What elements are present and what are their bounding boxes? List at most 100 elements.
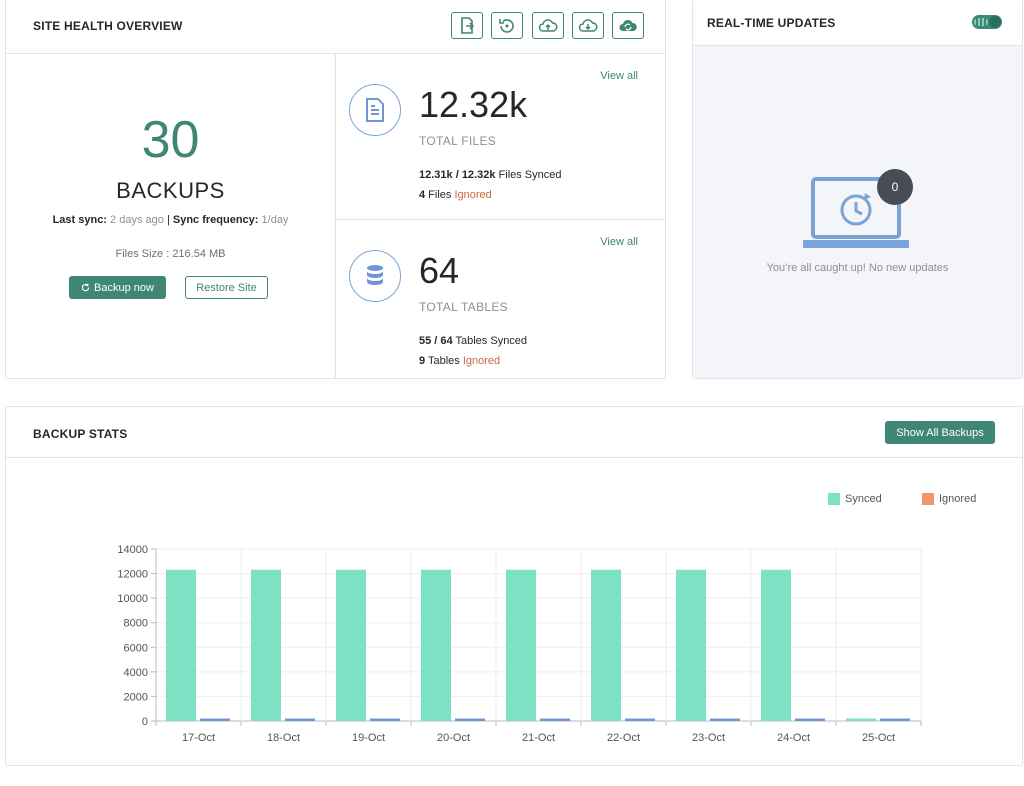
sync-frequency-label: Sync frequency: <box>172 214 259 226</box>
bar-synced <box>336 569 366 721</box>
files-ignored: 4 Files Ignored <box>419 189 492 201</box>
files-ignored-prefix: Files <box>425 189 455 201</box>
bar-ignored <box>370 718 400 721</box>
bar-ignored <box>540 718 570 721</box>
bar-ignored <box>625 718 655 721</box>
bar-synced <box>761 569 791 721</box>
site-health-title: SITE HEALTH OVERVIEW <box>33 19 183 33</box>
bar-synced <box>846 718 876 721</box>
no-updates-message: You’re all caught up! No new updates <box>766 262 949 274</box>
tables-stat: View all 64 TOTAL TABLES 55 / 64 Tables … <box>336 220 665 378</box>
backups-summary: 30 BACKUPS Last sync: 2 days ago | Sync … <box>6 54 336 378</box>
document-icon <box>366 98 384 122</box>
bar-synced <box>506 569 536 721</box>
files-icon-circle <box>349 84 401 136</box>
bar-ignored <box>710 718 740 721</box>
backup-now-label: Backup now <box>94 281 154 294</box>
bar-ignored <box>200 718 230 721</box>
y-tick-label: 12000 <box>117 569 148 581</box>
backup-label: BACKUPS <box>116 178 225 203</box>
bar-ignored <box>455 718 485 721</box>
backup-stats-card: BACKUP STATS Show All Backups Synced Ign… <box>5 406 1023 766</box>
refresh-icon <box>81 283 90 292</box>
files-synced-count: 12.31k / 12.32k <box>419 169 496 181</box>
toggle-knob <box>989 16 1001 28</box>
updates-count-badge: 0 <box>877 169 913 205</box>
backup-stats-header: BACKUP STATS Show All Backups <box>6 407 1022 458</box>
legend-ignored-label: Ignored <box>939 493 977 505</box>
x-tick-label: 25-Oct <box>862 732 895 744</box>
bar-synced <box>166 569 196 721</box>
backup-stats-chart: 0 2000 4000 6000 8000 10000 12000 14000 17-Oct 18… <box>117 544 922 744</box>
files-synced: 12.31k / 12.32k Files Synced <box>419 169 562 181</box>
bar-synced <box>251 569 281 721</box>
total-tables-label: TOTAL TABLES <box>419 300 508 314</box>
files-size: Files Size : 216.54 MB <box>115 248 226 260</box>
export-file-button[interactable] <box>451 12 483 39</box>
bar-synced <box>591 569 621 721</box>
cloud-sync-button[interactable] <box>612 12 644 39</box>
realtime-title: REAL-TIME UPDATES <box>707 16 836 30</box>
x-tick-label: 22-Oct <box>607 732 640 744</box>
cloud-sync-icon <box>619 19 637 31</box>
cloud-upload-icon <box>538 18 558 32</box>
bar-ignored <box>285 718 315 721</box>
backup-count: 30 <box>141 111 200 169</box>
restore-history-icon <box>499 18 514 33</box>
restore-site-button[interactable]: Restore Site <box>185 276 268 299</box>
y-tick-label: 10000 <box>117 593 148 605</box>
sync-info: Last sync: 2 days ago | Sync frequency: … <box>6 214 335 226</box>
laptop-sync-icon <box>803 177 909 248</box>
realtime-header: REAL-TIME UPDATES <box>693 0 1022 46</box>
x-tick-label: 20-Oct <box>437 732 470 744</box>
x-tick-label: 23-Oct <box>692 732 725 744</box>
legend-synced[interactable]: Synced <box>828 493 882 505</box>
tables-ignored-prefix: Tables <box>425 355 463 367</box>
tables-ignored: 9 Tables Ignored <box>419 355 500 367</box>
bar-synced <box>421 569 451 721</box>
files-ignored-count: 4 <box>419 189 426 201</box>
sync-frequency-value: 1/day <box>261 214 289 226</box>
total-files-number: 12.32k <box>419 84 528 125</box>
tables-synced: 55 / 64 Tables Synced <box>419 335 527 347</box>
files-view-all-link[interactable]: View all <box>600 70 638 82</box>
bar-synced <box>676 569 706 721</box>
sync-separator: | <box>166 214 170 226</box>
last-sync-value: 2 days ago <box>110 214 164 226</box>
legend-synced-label: Synced <box>845 493 882 505</box>
show-all-backups-button[interactable]: Show All Backups <box>885 421 995 444</box>
legend-ignored[interactable]: Ignored <box>922 493 976 505</box>
cloud-download-icon <box>578 18 598 32</box>
files-ignored-link[interactable]: Ignored <box>454 189 492 201</box>
x-tick-label: 24-Oct <box>777 732 810 744</box>
x-tick-label: 21-Oct <box>522 732 555 744</box>
export-file-icon <box>461 16 475 34</box>
tables-synced-text: Tables Synced <box>452 335 528 347</box>
tables-view-all-link[interactable]: View all <box>600 236 638 248</box>
x-tick-label: 17-Oct <box>182 732 215 744</box>
site-health-card: SITE HEALTH OVERVIEW 30 BACKUPS Last syn… <box>5 0 666 379</box>
files-synced-text: Files Synced <box>495 169 562 181</box>
realtime-toggle[interactable] <box>972 15 1002 29</box>
y-tick-label: 4000 <box>124 667 148 679</box>
cloud-upload-button[interactable] <box>532 12 564 39</box>
backup-stats-title: BACKUP STATS <box>33 427 128 441</box>
restore-history-button[interactable] <box>491 12 523 39</box>
y-tick-label: 2000 <box>124 691 148 703</box>
y-tick-label: 14000 <box>117 544 148 556</box>
site-health-header: SITE HEALTH OVERVIEW <box>6 0 665 54</box>
bar-ignored <box>795 718 825 721</box>
x-tick-label: 18-Oct <box>267 732 300 744</box>
y-tick-label: 0 <box>142 716 148 728</box>
total-files-label: TOTAL FILES <box>419 134 497 148</box>
tables-icon-circle <box>349 250 401 302</box>
last-sync-label: Last sync: <box>52 214 107 226</box>
cloud-download-button[interactable] <box>572 12 604 39</box>
backup-now-button[interactable]: Backup now <box>69 276 166 299</box>
files-stat: View all 12.32k TOTAL FILES 12.31k / 12.… <box>336 54 665 220</box>
legend-synced-swatch <box>828 493 840 505</box>
bar-ignored <box>880 718 910 721</box>
total-tables-number: 64 <box>419 250 460 291</box>
tables-ignored-link[interactable]: Ignored <box>462 355 501 367</box>
tables-synced-count: 55 / 64 <box>419 335 453 347</box>
